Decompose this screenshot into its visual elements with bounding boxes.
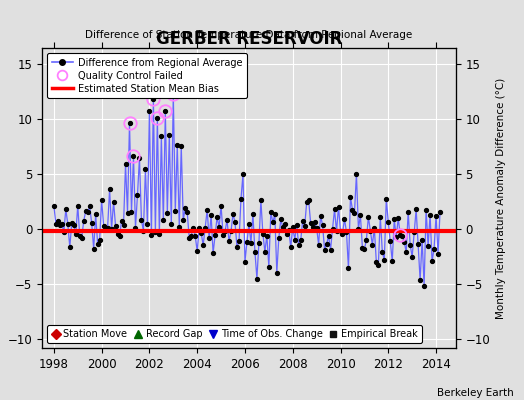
Title: GERBER RESERVOIR: GERBER RESERVOIR: [156, 30, 342, 48]
Text: Berkeley Earth: Berkeley Earth: [437, 388, 514, 398]
Y-axis label: Monthly Temperature Anomaly Difference (°C): Monthly Temperature Anomaly Difference (…: [496, 77, 506, 319]
Text: Difference of Station Temperature Data from Regional Average: Difference of Station Temperature Data f…: [85, 30, 412, 40]
Legend: Station Move, Record Gap, Time of Obs. Change, Empirical Break: Station Move, Record Gap, Time of Obs. C…: [47, 325, 422, 343]
